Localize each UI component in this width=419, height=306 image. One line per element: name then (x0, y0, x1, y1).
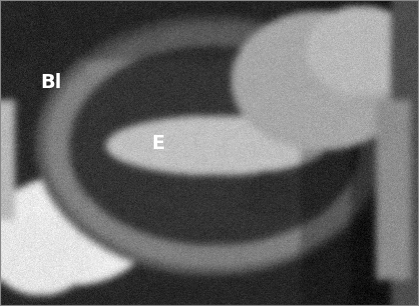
Text: Bl: Bl (40, 73, 61, 92)
Text: E: E (151, 134, 164, 153)
